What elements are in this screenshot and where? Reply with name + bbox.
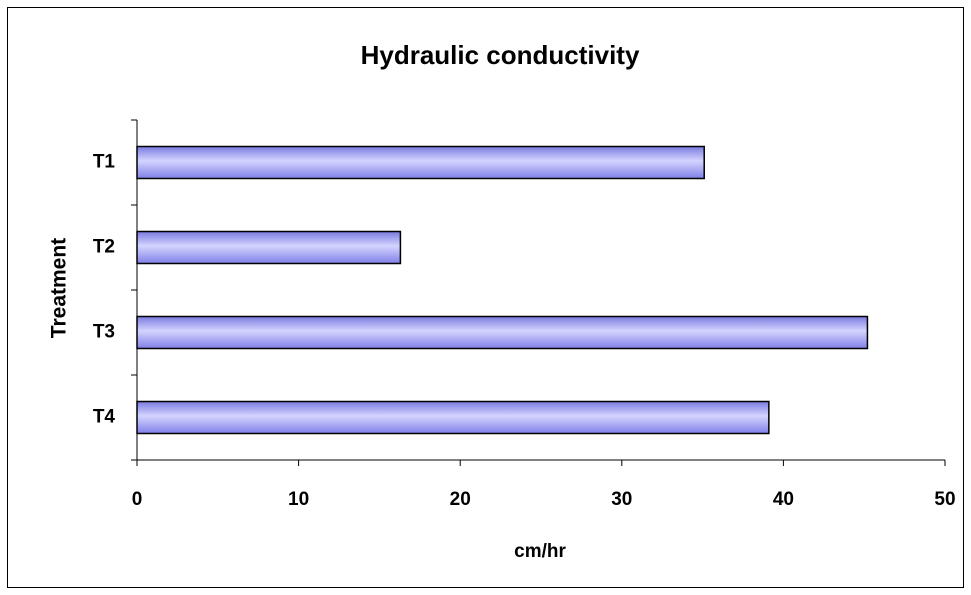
x-tick-label: 20 bbox=[450, 489, 471, 510]
x-tick-label: 30 bbox=[611, 489, 632, 510]
bar bbox=[136, 145, 705, 180]
y-tick-label: T2 bbox=[93, 237, 115, 258]
y-tick-label: T4 bbox=[93, 407, 116, 428]
y-tick-label: T1 bbox=[93, 152, 116, 173]
bar bbox=[136, 315, 869, 350]
x-tick-label: 10 bbox=[288, 489, 309, 510]
bar bbox=[136, 400, 770, 435]
x-axis-title: cm/hr bbox=[514, 541, 566, 562]
x-tick-label: 50 bbox=[934, 489, 955, 510]
bar bbox=[136, 230, 402, 265]
y-axis-title: Treatment bbox=[48, 238, 71, 338]
chart-frame bbox=[7, 7, 964, 588]
x-tick-label: 40 bbox=[773, 489, 794, 510]
x-tick-label: 0 bbox=[132, 489, 143, 510]
y-tick-label: T3 bbox=[93, 322, 115, 343]
chart-title: Hydraulic conductivity bbox=[361, 40, 640, 70]
